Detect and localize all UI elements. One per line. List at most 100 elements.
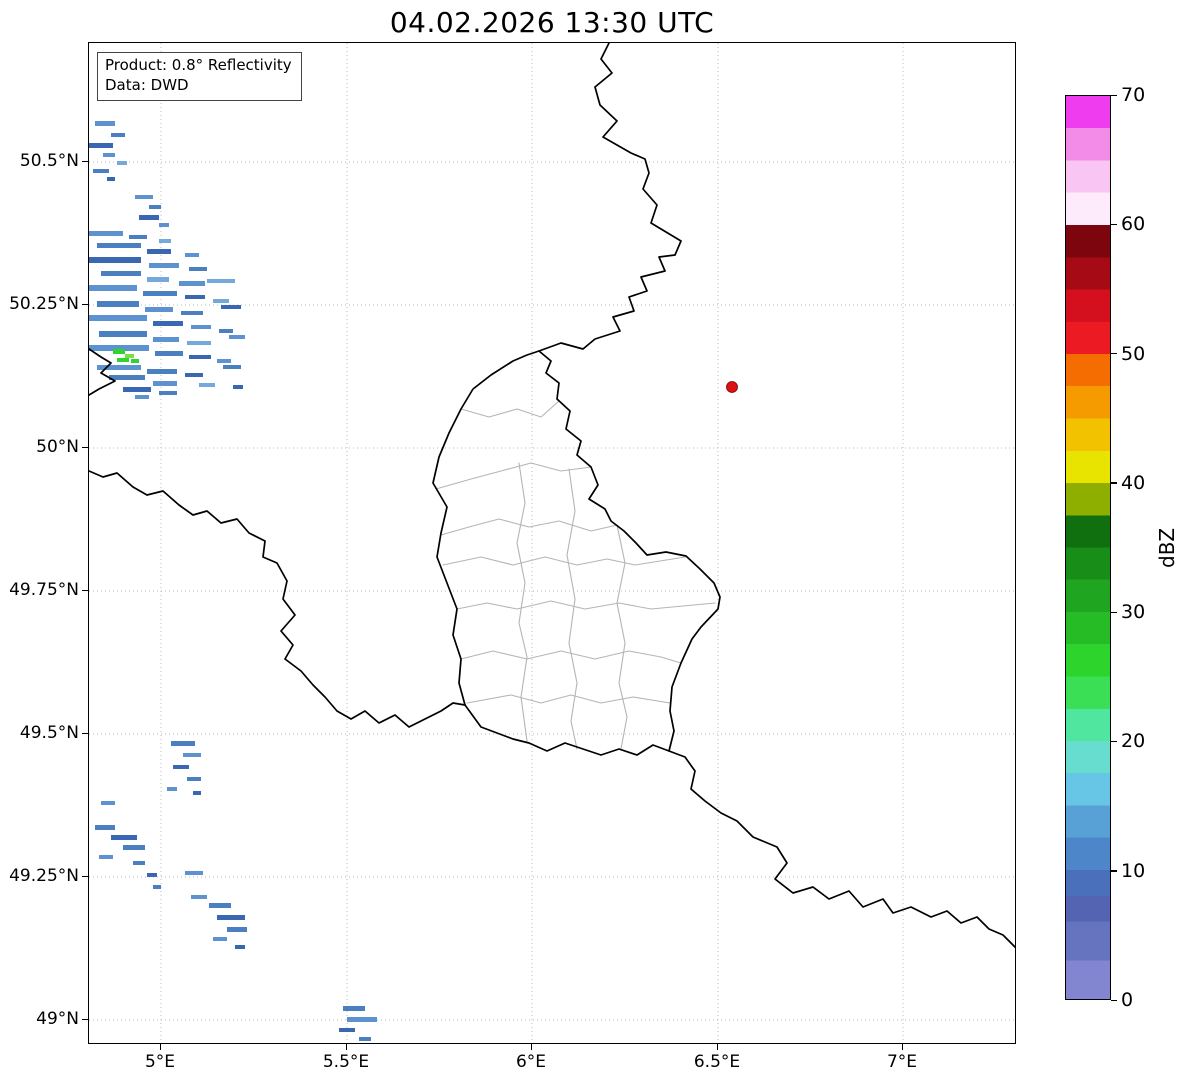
radar-echo bbox=[149, 263, 179, 268]
x-axis-tickmark bbox=[716, 1044, 718, 1050]
radar-echo bbox=[89, 143, 113, 148]
radar-echo bbox=[189, 355, 211, 359]
colorbar-tick-label: 30 bbox=[1121, 601, 1146, 624]
radar-echo bbox=[89, 315, 147, 321]
colorbar-tickmark bbox=[1111, 611, 1117, 613]
radar-echo bbox=[93, 169, 109, 173]
x-axis-tickmark bbox=[345, 1044, 347, 1050]
x-axis-tick-label: 5.5°E bbox=[322, 1052, 370, 1072]
colorbar-tickmark bbox=[1111, 999, 1117, 1001]
colorbar-tick-label: 20 bbox=[1121, 730, 1146, 753]
radar-echo bbox=[217, 359, 231, 363]
radar-echo bbox=[347, 1017, 377, 1022]
canton-border bbox=[442, 556, 686, 566]
y-axis-tick-label: 50.5°N bbox=[19, 151, 79, 171]
x-axis-tick-label: 7°E bbox=[886, 1052, 918, 1072]
canton-border bbox=[456, 600, 716, 610]
y-axis-tickmark bbox=[82, 875, 88, 877]
radar-site-marker bbox=[726, 381, 738, 393]
radar-echo bbox=[147, 369, 177, 374]
y-axis-tickmark bbox=[82, 732, 88, 734]
radar-echo bbox=[235, 945, 245, 949]
radar-echo bbox=[129, 235, 147, 239]
radar-echo bbox=[229, 335, 245, 339]
radar-echo bbox=[217, 915, 245, 920]
radar-echo bbox=[99, 855, 113, 859]
colorbar-tick-label: 0 bbox=[1121, 989, 1134, 1011]
radar-echo bbox=[153, 885, 161, 889]
radar-echo bbox=[125, 354, 134, 358]
canton-border bbox=[460, 400, 560, 418]
radar-echo bbox=[89, 345, 149, 351]
colorbar-tickmark bbox=[1111, 740, 1117, 743]
product-info-line2: Data: DWD bbox=[105, 75, 189, 94]
country-border-luxembourg bbox=[432, 350, 721, 756]
radar-echo bbox=[123, 387, 151, 392]
radar-echo bbox=[233, 385, 243, 389]
radar-echo bbox=[89, 257, 141, 263]
radar-echo bbox=[97, 365, 141, 370]
radar-echo bbox=[143, 291, 177, 296]
radar-echo bbox=[159, 239, 171, 243]
radar-echo bbox=[191, 325, 211, 329]
colorbar bbox=[1065, 95, 1111, 1000]
radar-echo bbox=[171, 741, 195, 746]
radar-echo bbox=[147, 873, 157, 877]
radar-echo bbox=[187, 341, 211, 345]
radar-echo bbox=[185, 373, 203, 377]
figure-title: 04.02.2026 13:30 UTC bbox=[389, 6, 715, 39]
colorbar-tickmark bbox=[1111, 94, 1117, 96]
y-axis-tick-label: 49.25°N bbox=[9, 866, 79, 886]
y-axis-tickmark bbox=[82, 160, 88, 162]
radar-echo bbox=[199, 383, 215, 387]
radar-echo bbox=[109, 375, 145, 380]
y-axis-tickmark bbox=[82, 303, 88, 305]
y-axis-tickmark bbox=[82, 589, 88, 591]
radar-echo bbox=[173, 765, 189, 769]
radar-echo bbox=[209, 903, 231, 908]
y-axis-tick-label: 50.25°N bbox=[9, 294, 79, 314]
radar-echo bbox=[185, 871, 203, 875]
radar-echo bbox=[219, 329, 233, 333]
canton-border bbox=[435, 462, 592, 490]
radar-echo bbox=[117, 358, 129, 362]
radar-echo bbox=[167, 787, 177, 791]
colorbar-tickmark bbox=[1111, 353, 1117, 355]
canton-border bbox=[440, 518, 618, 536]
radar-echo bbox=[153, 381, 177, 386]
radar-echo bbox=[359, 1037, 371, 1041]
radar-echo bbox=[181, 311, 203, 315]
radar-echo bbox=[139, 215, 159, 220]
radar-echo bbox=[123, 845, 145, 850]
radar-echo bbox=[159, 391, 177, 395]
map-plot: Product: 0.8° Reflectivity Data: DWD bbox=[88, 42, 1016, 1044]
colorbar-tickmark bbox=[1111, 223, 1117, 226]
radar-echo bbox=[97, 243, 141, 248]
radar-echo bbox=[189, 267, 207, 271]
y-axis-tick-label: 49°N bbox=[36, 1009, 79, 1029]
radar-echo bbox=[207, 279, 235, 283]
canton-border bbox=[616, 524, 628, 750]
radar-echo bbox=[147, 277, 169, 282]
colorbar-tick-label: 40 bbox=[1121, 471, 1146, 494]
radar-echo bbox=[147, 249, 171, 254]
colorbar-tickmark bbox=[1111, 870, 1117, 872]
x-axis-tick-label: 6.5°E bbox=[693, 1052, 741, 1072]
radar-echo bbox=[131, 359, 139, 363]
colorbar-tick-label: 70 bbox=[1121, 84, 1146, 106]
radar-echo bbox=[95, 121, 115, 126]
radar-echo bbox=[111, 835, 137, 840]
y-axis-tickmark bbox=[82, 446, 88, 448]
radar-echo bbox=[213, 299, 229, 303]
radar-echo bbox=[135, 195, 153, 199]
country-border-meuse_fragment bbox=[89, 348, 116, 396]
country-border-fr_de bbox=[668, 750, 1015, 949]
radar-echo bbox=[213, 937, 227, 941]
radar-echo bbox=[135, 395, 149, 399]
radar-echo bbox=[145, 307, 173, 312]
radar-echo bbox=[149, 205, 161, 209]
colorbar-tick-label: 10 bbox=[1121, 859, 1146, 882]
radar-echo bbox=[95, 825, 115, 830]
radar-echo bbox=[185, 295, 205, 299]
country-border-de_be bbox=[538, 43, 682, 352]
